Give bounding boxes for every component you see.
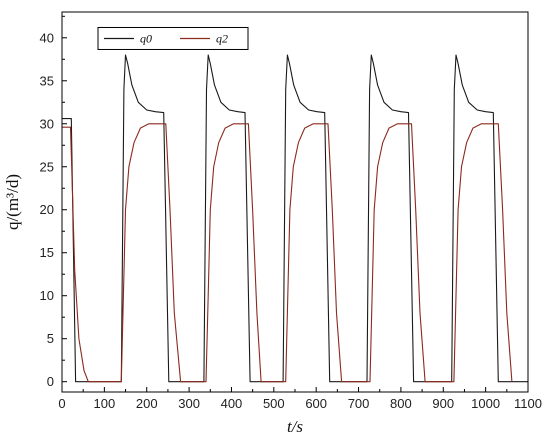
x-tick-label: 300 xyxy=(178,396,200,411)
x-axis: 0 100 200 300 400 500 600 700 800 900 1000 1100 xyxy=(58,387,542,411)
y-axis-label: q/(m³/d) xyxy=(3,174,22,230)
plot-frame xyxy=(61,11,529,393)
legend-label-q0: q0 xyxy=(140,31,152,45)
y-tick-label: 10 xyxy=(40,288,54,303)
y-tick-label: 0 xyxy=(47,374,54,389)
x-tick-label: 800 xyxy=(390,396,412,411)
y-tick-label: 25 xyxy=(40,159,54,174)
x-tick-label: 500 xyxy=(263,396,285,411)
y-tick-label: 20 xyxy=(40,202,54,217)
x-axis-label: t/s xyxy=(287,417,303,436)
legend: q0 q2 xyxy=(97,26,249,50)
series-line-q2 xyxy=(62,123,513,383)
series-line-q0 xyxy=(62,54,528,383)
series-layer xyxy=(62,54,528,383)
legend-box xyxy=(97,26,249,50)
legend-label-q2: q2 xyxy=(216,31,228,45)
y-axis: 0 5 10 15 20 25 30 35 40 xyxy=(40,15,67,389)
y-tick-label: 30 xyxy=(40,116,54,131)
y-tick-label: 40 xyxy=(40,30,54,45)
y-tick-label: 5 xyxy=(47,331,54,346)
y-tick-label: 15 xyxy=(40,245,54,260)
x-tick-label: 700 xyxy=(348,396,370,411)
x-tick-label: 0 xyxy=(58,396,65,411)
x-tick-label: 200 xyxy=(136,396,158,411)
x-tick-label: 1100 xyxy=(514,396,542,411)
x-tick-label: 400 xyxy=(221,396,243,411)
y-tick-label: 35 xyxy=(40,73,54,88)
x-tick-label: 100 xyxy=(94,396,116,411)
x-tick-label: 600 xyxy=(305,396,327,411)
x-tick-label: 900 xyxy=(432,396,454,411)
x-tick-label: 1000 xyxy=(471,396,500,411)
